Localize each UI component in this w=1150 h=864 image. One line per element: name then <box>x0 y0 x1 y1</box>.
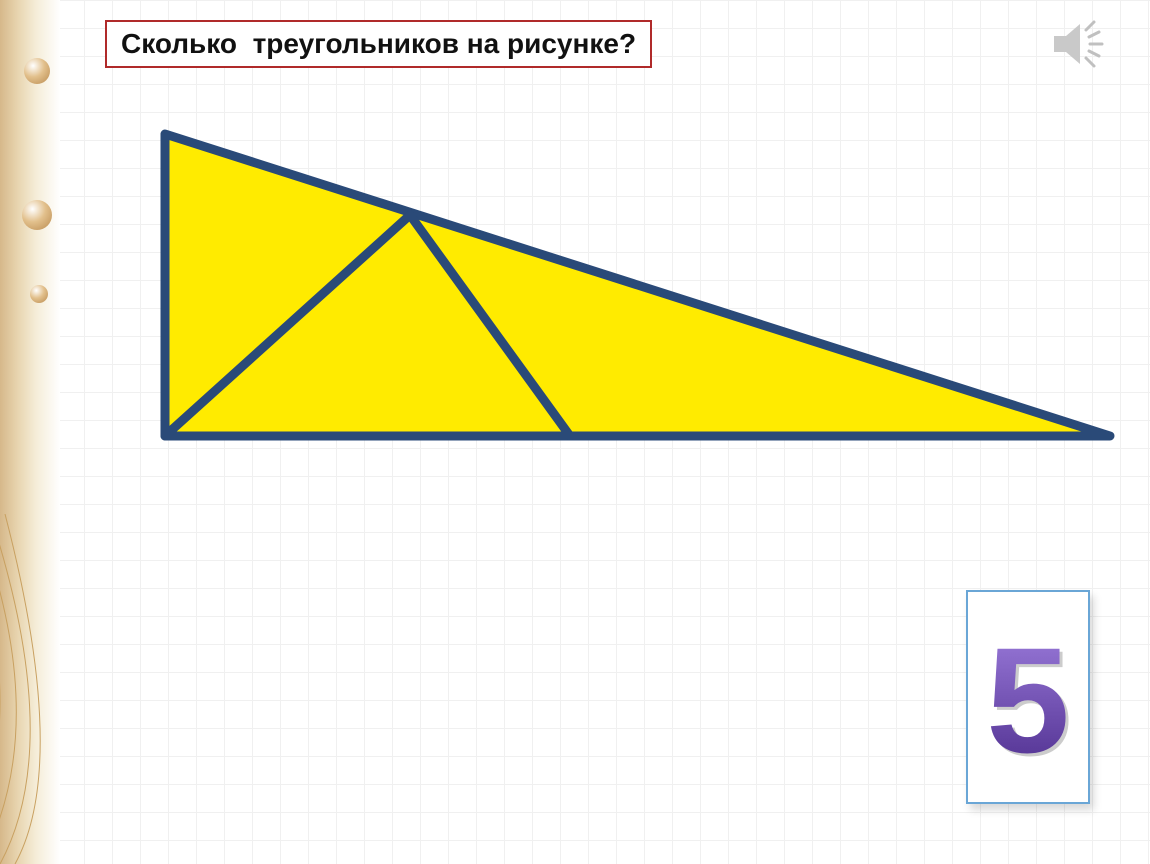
decor-bead <box>30 285 48 303</box>
question-box: Сколько треугольников на рисунке? <box>105 20 652 68</box>
slide: Сколько треугольников на рисунке? 5 5 <box>0 0 1150 864</box>
question-text: Сколько треугольников на рисунке? <box>121 28 636 59</box>
outer-triangle <box>165 134 1110 436</box>
speaker-icon <box>1050 18 1110 70</box>
decor-bead <box>22 200 52 230</box>
decor-bead <box>24 58 50 84</box>
svg-text:5: 5 <box>986 616 1069 784</box>
left-decoration <box>0 0 60 864</box>
triangle-figure <box>110 120 1120 460</box>
answer-box: 5 5 <box>966 590 1090 804</box>
answer-number: 5 5 <box>973 607 1083 787</box>
